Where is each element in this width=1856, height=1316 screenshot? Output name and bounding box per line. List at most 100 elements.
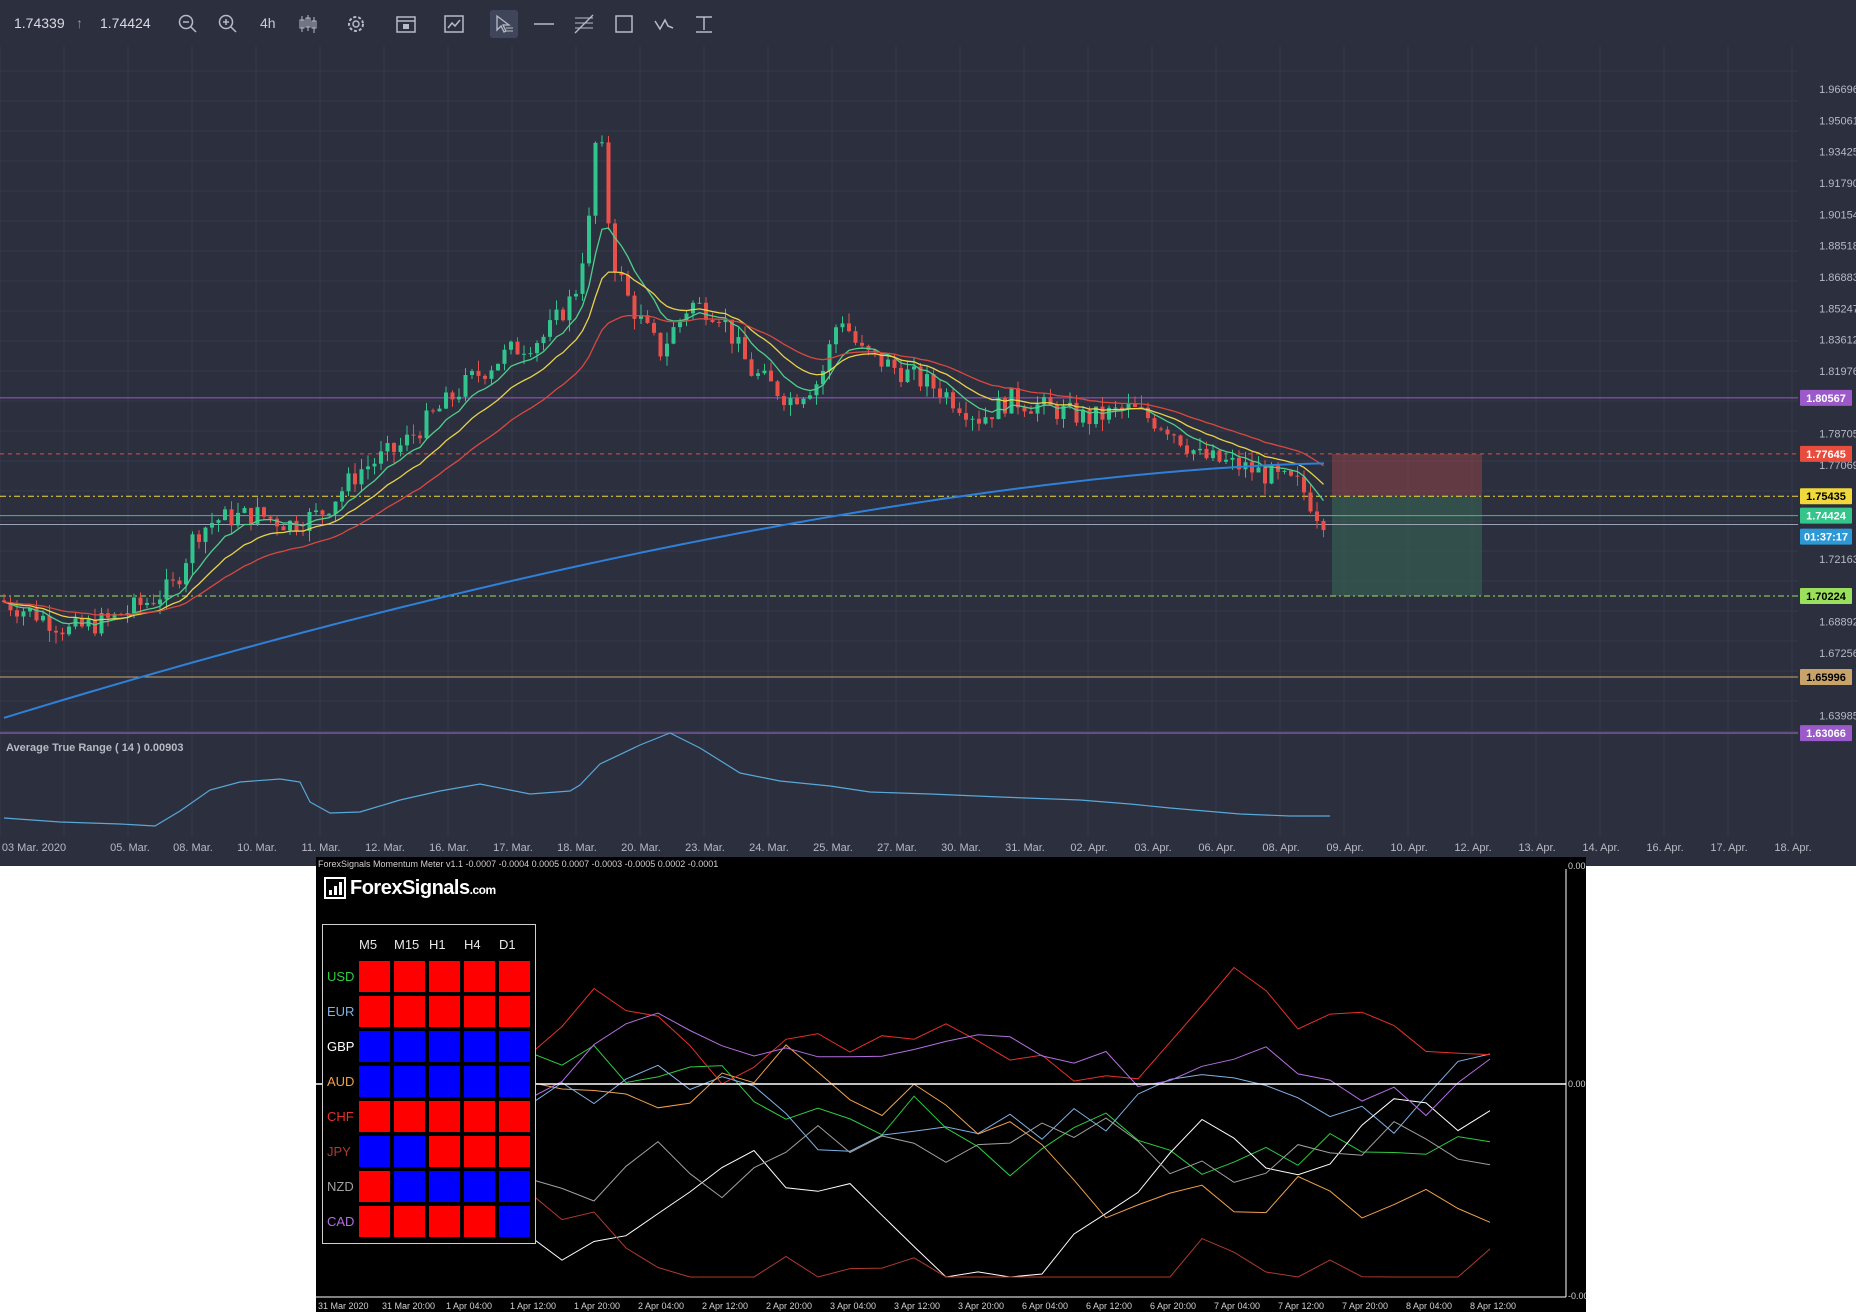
candle-body xyxy=(294,520,299,531)
heatmap-cell xyxy=(428,1170,461,1203)
candle-body xyxy=(1022,407,1027,412)
candle-body xyxy=(847,323,851,332)
heatmap-cell xyxy=(463,1030,496,1063)
price-chart[interactable]: Average True Range ( 14 ) 0.009030.03480… xyxy=(0,46,1856,866)
candle-body xyxy=(1016,388,1020,408)
candle-body xyxy=(567,296,572,321)
date-tick-label: 23. Mar. xyxy=(685,842,725,854)
heatmap-currency-label: AUD xyxy=(327,1074,355,1089)
candle-body xyxy=(1321,520,1326,531)
candle-body xyxy=(990,417,994,420)
candle-body xyxy=(606,142,611,224)
candle-body xyxy=(756,373,760,376)
heatmap-cell xyxy=(498,1170,531,1203)
rectangle-icon[interactable] xyxy=(610,10,638,38)
candle-body xyxy=(171,579,175,581)
date-tick-label: 27. Mar. xyxy=(877,842,917,854)
candle-body xyxy=(411,434,416,436)
timeframe-button[interactable]: 4h xyxy=(260,15,276,31)
heatmap-cell xyxy=(393,1030,426,1063)
candle-body xyxy=(15,610,19,617)
heatmap-timeframe-header: M5 xyxy=(359,937,378,952)
bar-chart-icon xyxy=(324,877,346,899)
candle-body xyxy=(379,451,383,464)
candle-body xyxy=(912,366,916,370)
candle-body xyxy=(1146,407,1150,419)
candle-body xyxy=(1159,428,1163,430)
candle-body xyxy=(658,332,663,357)
candle-body xyxy=(145,602,149,605)
momentum-x-label: 2 Apr 20:00 xyxy=(766,1301,812,1311)
price-tick-label: 1.72163 xyxy=(1819,554,1856,566)
heatmap-cell xyxy=(463,1100,496,1133)
candle-body xyxy=(1081,409,1085,423)
candle-body xyxy=(99,613,104,634)
momentum-x-label: 7 Apr 12:00 xyxy=(1278,1301,1324,1311)
candle-body xyxy=(1289,470,1293,476)
candle-body xyxy=(496,363,500,371)
candle-body xyxy=(80,618,84,627)
ema-mid-line xyxy=(3,271,1324,621)
candle-body xyxy=(580,263,585,294)
candle-body xyxy=(827,344,832,371)
candle-body xyxy=(801,398,806,405)
settings-icon[interactable] xyxy=(342,10,370,38)
fib-icon[interactable] xyxy=(570,10,598,38)
candle-body xyxy=(1087,409,1092,425)
candle-body xyxy=(8,602,13,611)
candle-body xyxy=(483,375,487,379)
candle-body xyxy=(1172,434,1176,436)
momentum-x-label: 6 Apr 04:00 xyxy=(1022,1301,1068,1311)
heatmap-cell xyxy=(358,1170,391,1203)
text-icon[interactable] xyxy=(690,10,718,38)
price-tick-label: 1.90154 xyxy=(1819,209,1856,221)
candle-body xyxy=(1217,450,1222,462)
calendar-icon[interactable] xyxy=(392,10,420,38)
currency-momentum-line xyxy=(465,966,1491,1086)
candle-body xyxy=(190,534,195,564)
candle-body xyxy=(717,322,721,324)
price-badge-label: 1.80567 xyxy=(1806,393,1846,405)
momentum-x-label: 6 Apr 20:00 xyxy=(1150,1301,1196,1311)
momentum-x-label: 3 Apr 04:00 xyxy=(830,1301,876,1311)
heatmap-timeframe-header: H4 xyxy=(464,937,481,952)
candle-body xyxy=(223,509,227,521)
candle-body xyxy=(138,597,143,605)
heatmap-currency-label: USD xyxy=(327,969,355,984)
date-tick-label: 17. Apr. xyxy=(1710,842,1747,854)
date-tick-label: 20. Mar. xyxy=(621,842,661,854)
date-tick-label: 08. Apr. xyxy=(1262,842,1299,854)
candle-body xyxy=(1139,406,1144,408)
candle-body xyxy=(977,418,981,424)
chart-image-icon[interactable] xyxy=(440,10,468,38)
horizontal-line-icon[interactable] xyxy=(530,10,558,38)
ma-200-line xyxy=(3,462,1325,719)
cursor-icon[interactable] xyxy=(490,10,518,38)
candle-body xyxy=(93,619,97,634)
candle-body xyxy=(60,632,65,635)
candle-body xyxy=(834,327,838,345)
date-tick-label: 18. Apr. xyxy=(1774,842,1811,854)
candle-body xyxy=(548,320,552,337)
date-tick-label: 03 Mar. 2020 xyxy=(2,842,66,854)
heatmap-cell xyxy=(428,960,461,993)
heatmap-currency-label: JPY xyxy=(327,1144,351,1159)
candle-body xyxy=(983,417,988,424)
forexsignals-logo: ForexSignals.com xyxy=(324,876,496,900)
candle-body xyxy=(346,473,351,492)
candle-body xyxy=(970,418,975,420)
candles-icon[interactable] xyxy=(294,10,322,38)
take-profit-zone xyxy=(1332,496,1482,597)
zoom-in-icon[interactable] xyxy=(214,10,242,38)
candle-body xyxy=(899,367,903,383)
price-tick-label: 1.93425 xyxy=(1819,147,1856,159)
heatmap-cell xyxy=(393,1205,426,1238)
momentum-x-label: 2 Apr 12:00 xyxy=(702,1301,748,1311)
candle-body xyxy=(262,507,266,517)
zoom-out-icon[interactable] xyxy=(174,10,202,38)
candle-body xyxy=(600,142,604,144)
candle-body xyxy=(639,315,643,319)
wave-icon[interactable] xyxy=(650,10,678,38)
candle-body xyxy=(613,223,617,273)
momentum-chart: ForexSignals Momentum Meter v1.1 -0.0007… xyxy=(316,859,1586,1311)
